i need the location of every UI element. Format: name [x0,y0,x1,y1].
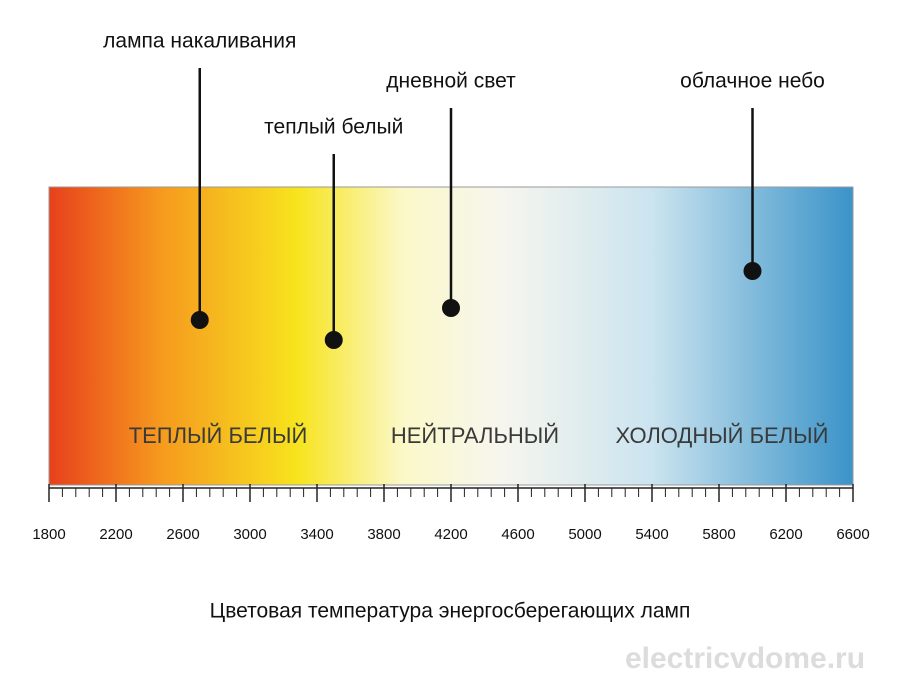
x-tick-label: 2200 [99,526,132,543]
marker-dot [743,262,762,280]
x-tick-label: 4600 [501,526,534,543]
watermark: electricvdome.ru [625,642,865,675]
x-tick-label: 3400 [300,526,333,543]
x-tick-label: 6600 [836,526,869,543]
x-tick-label: 1800 [32,526,65,543]
x-tick-label: 3800 [367,526,400,543]
x-tick-label: 5400 [635,526,668,543]
x-tick-label: 5800 [702,526,735,543]
region-label: ТЕПЛЫЙ БЕЛЫЙ [129,423,308,448]
marker-dot [442,299,460,317]
x-tick-label: 2600 [166,526,199,543]
region-label: НЕЙТРАЛЬНЫЙ [391,423,559,448]
x-tick-label: 6200 [769,526,802,543]
marker-label: лампа накаливания [103,30,296,53]
x-tick-label: 5000 [568,526,601,543]
x-tick-label: 3000 [233,526,266,543]
marker-label: облачное небо [680,70,825,93]
marker-label: теплый белый [264,116,403,139]
marker-dot [324,331,343,349]
marker-dot [190,311,209,329]
marker-label: дневной свет [386,70,516,93]
region-label: ХОЛОДНЫЙ БЕЛЫЙ [616,423,829,448]
x-tick-label: 4200 [434,526,467,543]
title: Цветовая температура энергосберегающих л… [210,600,691,623]
